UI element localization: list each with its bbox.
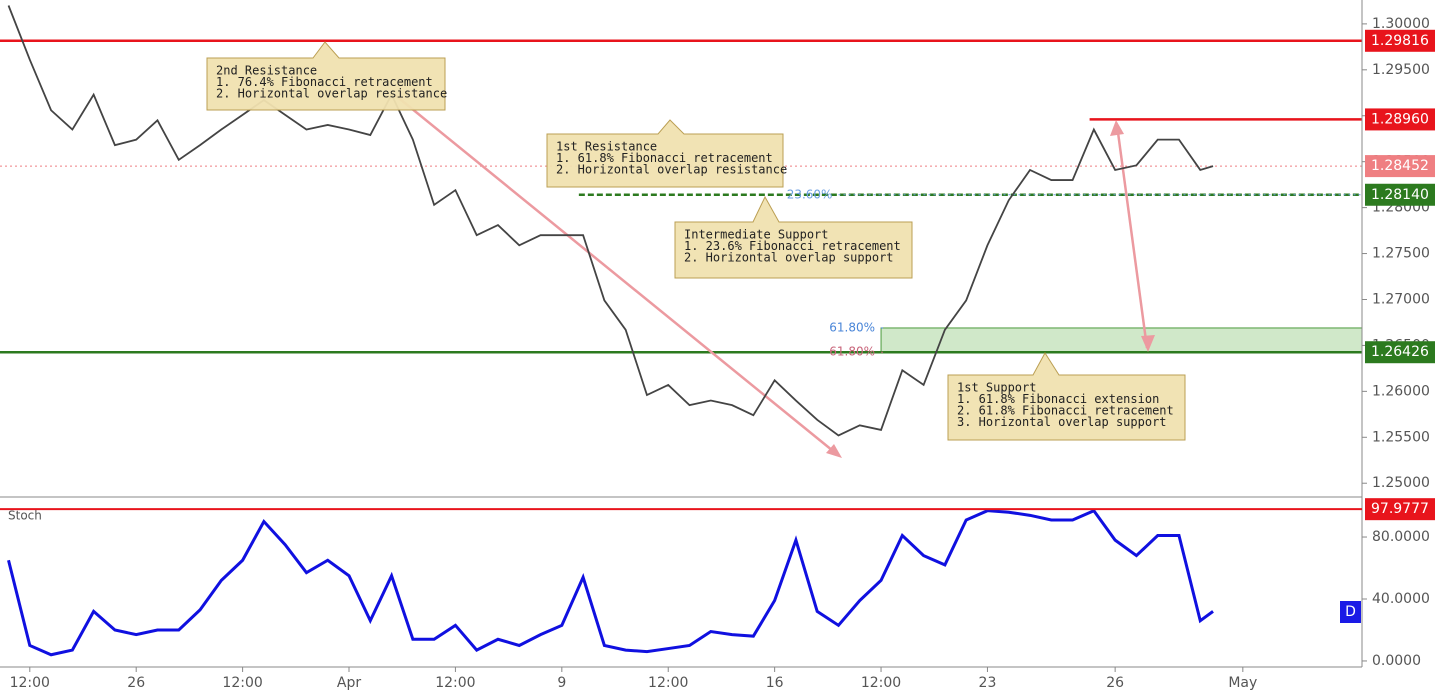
y-tick-label: 80.0000 — [1372, 529, 1430, 545]
arrow-head — [1141, 335, 1155, 352]
x-tick-label: 26 — [127, 675, 145, 691]
annotation-text: 1. 61.8% Fibonacci extension — [957, 392, 1159, 406]
fib-label: 23.60% — [787, 187, 833, 201]
interval-label: D — [1345, 604, 1356, 620]
level-label: 1.26426 — [1371, 344, 1429, 360]
callout — [206, 41, 446, 111]
fib-label: 61.80% — [829, 320, 875, 334]
level-badge — [1365, 155, 1435, 178]
projection-arrow — [1115, 124, 1149, 349]
x-tick-label: 12:00 — [648, 675, 688, 691]
level-label: 1.28452 — [1371, 158, 1429, 174]
arrow-head — [1110, 120, 1124, 136]
callout — [546, 119, 784, 188]
annotation-text: 1st Support — [957, 381, 1036, 395]
level-label: 1.29816 — [1371, 33, 1429, 49]
indicator-title: Stoch — [8, 509, 42, 523]
level-badge — [1365, 108, 1435, 131]
annotation-text: 2nd Resistance — [216, 64, 317, 78]
callout — [674, 195, 913, 279]
x-tick-label: 12:00 — [861, 675, 901, 691]
level-badge — [1365, 29, 1435, 52]
level-badge — [1365, 498, 1435, 521]
price-line — [7, 5, 1214, 437]
x-tick-label: 9 — [557, 675, 566, 691]
y-tick-label: 1.30000 — [1372, 16, 1430, 32]
annotation-text: 2. Horizontal overlap resistance — [556, 163, 787, 177]
y-tick-label: 1.29500 — [1372, 62, 1430, 78]
x-tick-label: 12:00 — [222, 675, 262, 691]
level-badge — [1365, 341, 1435, 364]
x-tick-label: 12:00 — [435, 675, 475, 691]
x-tick-label: 16 — [766, 675, 784, 691]
support-zone — [880, 327, 1363, 353]
annotation-text: 2. Horizontal overlap support — [684, 251, 894, 265]
level-label: 1.28140 — [1371, 187, 1429, 203]
trend-arrow — [394, 94, 839, 456]
stoch-line — [7, 508, 1214, 657]
level-label: 1.28960 — [1371, 111, 1429, 127]
y-tick-label: 1.26000 — [1372, 383, 1430, 399]
fib-label: 61.80% — [829, 345, 875, 359]
annotation-text: 1st Resistance — [556, 140, 657, 154]
level-badge — [1365, 183, 1435, 206]
y-tick-label: 1.25500 — [1372, 429, 1430, 445]
y-tick-label: 40.0000 — [1372, 591, 1430, 607]
x-tick-label: May — [1228, 675, 1257, 691]
interval-badge — [1340, 601, 1361, 623]
annotation-text: 1. 76.4% Fibonacci retracement — [216, 75, 433, 89]
annotation-text: 1. 23.6% Fibonacci retracement — [684, 239, 901, 253]
y-tick-label: 1.25000 — [1372, 475, 1430, 491]
level-label: 97.9777 — [1371, 501, 1429, 517]
x-tick-label: 12:00 — [10, 675, 50, 691]
annotation-text: 2. Horizontal overlap resistance — [216, 87, 447, 101]
x-tick-label: 23 — [979, 675, 997, 691]
annotation-text: Intermediate Support — [684, 228, 829, 242]
y-tick-label: 1.27500 — [1372, 246, 1430, 262]
arrow-head — [826, 444, 842, 458]
callout — [947, 352, 1186, 441]
annotation-text: 2. 61.8% Fibonacci retracement — [957, 404, 1174, 418]
y-tick-label: 0.0000 — [1372, 653, 1421, 669]
x-tick-label: 26 — [1106, 675, 1124, 691]
y-tick-label: 1.27000 — [1372, 291, 1430, 307]
x-tick-label: Apr — [337, 675, 361, 691]
annotation-text: 1. 61.8% Fibonacci retracement — [556, 151, 773, 165]
annotation-text: 3. Horizontal overlap support — [957, 415, 1167, 429]
